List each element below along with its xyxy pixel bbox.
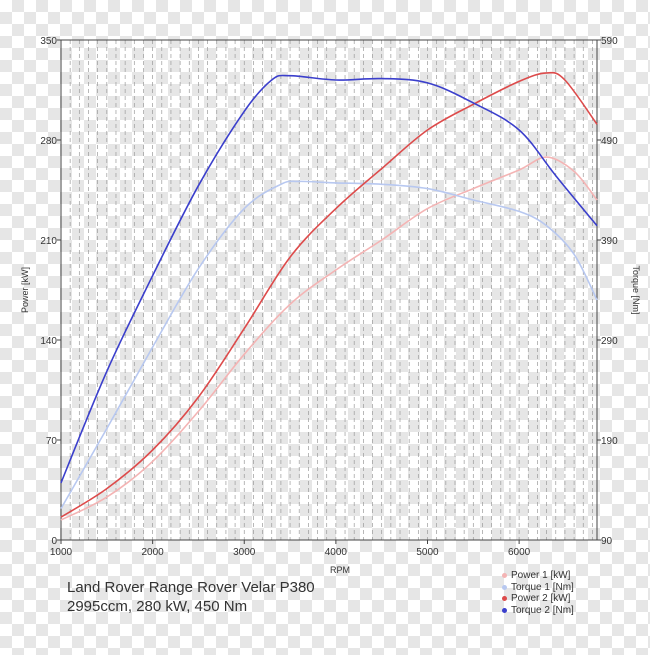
y-right-tick-label: 190 (601, 436, 618, 447)
x-tick-label: 3000 (233, 547, 256, 558)
series-line-torque-1-nm (60, 180, 598, 509)
y-left-tick-label: 350 (40, 36, 57, 47)
legend-swatch-icon (502, 596, 507, 602)
x-tick-label: 5000 (416, 547, 439, 558)
legend-swatch-icon (502, 607, 507, 613)
series-line-power-2-kw (60, 71, 598, 518)
legend-item-power-2: Power 2 [kW] (502, 593, 574, 605)
legend-label: Torque 1 [Nm] (511, 581, 574, 593)
legend-item-torque-1: Torque 1 [Nm] (502, 582, 574, 594)
y-axis-right-label: Torque [Nm] (631, 265, 641, 314)
series-layer (60, 71, 598, 521)
caption-line-1: Land Rover Range Rover Velar P380 (67, 579, 315, 596)
y-right-tick-label: 590 (601, 36, 618, 47)
y-left-tick-label: 280 (40, 136, 57, 147)
y-left-tick-label: 0 (51, 536, 57, 547)
legend-item-power-1: Power 1 [kW] (502, 570, 574, 582)
plot-frame (60, 39, 598, 541)
legend-swatch-icon (502, 584, 507, 590)
x-tick-label: 2000 (141, 547, 164, 558)
x-tick-label: 6000 (508, 547, 531, 558)
legend-item-torque-2: Torque 2 [Nm] (502, 605, 574, 617)
series-line-torque-2-nm (60, 74, 598, 484)
legend-label: Power 2 [kW] (511, 593, 571, 604)
x-tick-label: 4000 (325, 547, 348, 558)
y-axis-left-label: Power [kW] (20, 267, 30, 313)
y-left-tick-label: 140 (40, 336, 57, 347)
chart-caption: Land Rover Range Rover Velar P380 2995cc… (67, 578, 315, 616)
grid-layer (69, 40, 593, 540)
y-right-tick-label: 490 (601, 136, 618, 147)
legend-label: Power 1 [kW] (511, 570, 571, 581)
x-tick-label: 1000 (50, 547, 73, 558)
y-left-tick-label: 210 (40, 236, 57, 247)
caption-line-2: 2995ccm, 280 kW, 450 Nm (67, 598, 248, 615)
legend: Power 1 [kW] Torque 1 [Nm] Power 2 [kW] … (502, 570, 574, 616)
legend-label: Torque 2 [Nm] (511, 604, 574, 616)
y-right-tick-label: 290 (601, 336, 618, 347)
y-right-tick-label: 90 (601, 536, 613, 547)
series-line-power-1-kw (60, 156, 598, 521)
legend-swatch-icon (502, 573, 507, 579)
y-right-tick-label: 390 (601, 236, 618, 247)
y-left-tick-label: 70 (46, 436, 58, 447)
tick-layer: 1000 2000 3000 4000 5000 6000 0 70 140 210 280 350 9… (40, 36, 618, 558)
x-axis-label: RPM (330, 565, 350, 575)
